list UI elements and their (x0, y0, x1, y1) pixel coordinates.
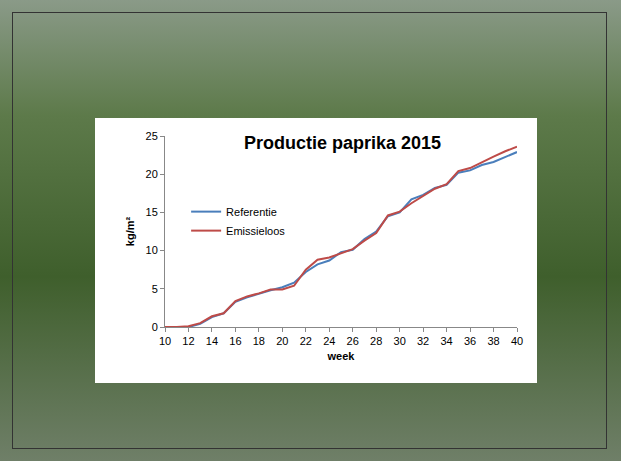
svg-text:36: 36 (464, 335, 476, 347)
svg-text:Emissieloos: Emissieloos (226, 225, 285, 237)
svg-text:10: 10 (159, 335, 171, 347)
svg-text:38: 38 (487, 335, 499, 347)
svg-text:18: 18 (253, 335, 265, 347)
svg-text:20: 20 (276, 335, 288, 347)
svg-text:kg/m²: kg/m² (124, 216, 136, 246)
svg-text:22: 22 (300, 335, 312, 347)
svg-text:12: 12 (182, 335, 194, 347)
svg-text:Productie paprika 2015: Productie paprika 2015 (244, 133, 441, 153)
svg-text:14: 14 (206, 335, 218, 347)
svg-text:20: 20 (146, 168, 158, 180)
svg-text:week: week (327, 350, 356, 362)
svg-text:0: 0 (152, 321, 158, 333)
svg-text:30: 30 (394, 335, 406, 347)
svg-text:15: 15 (146, 206, 158, 218)
svg-text:24: 24 (323, 335, 335, 347)
svg-text:10: 10 (146, 244, 158, 256)
svg-text:32: 32 (417, 335, 429, 347)
svg-text:28: 28 (370, 335, 382, 347)
svg-text:34: 34 (440, 335, 452, 347)
svg-text:25: 25 (146, 130, 158, 142)
svg-text:Referentie: Referentie (226, 206, 277, 218)
svg-text:40: 40 (511, 335, 523, 347)
svg-text:16: 16 (229, 335, 241, 347)
svg-text:26: 26 (347, 335, 359, 347)
svg-text:5: 5 (152, 283, 158, 295)
